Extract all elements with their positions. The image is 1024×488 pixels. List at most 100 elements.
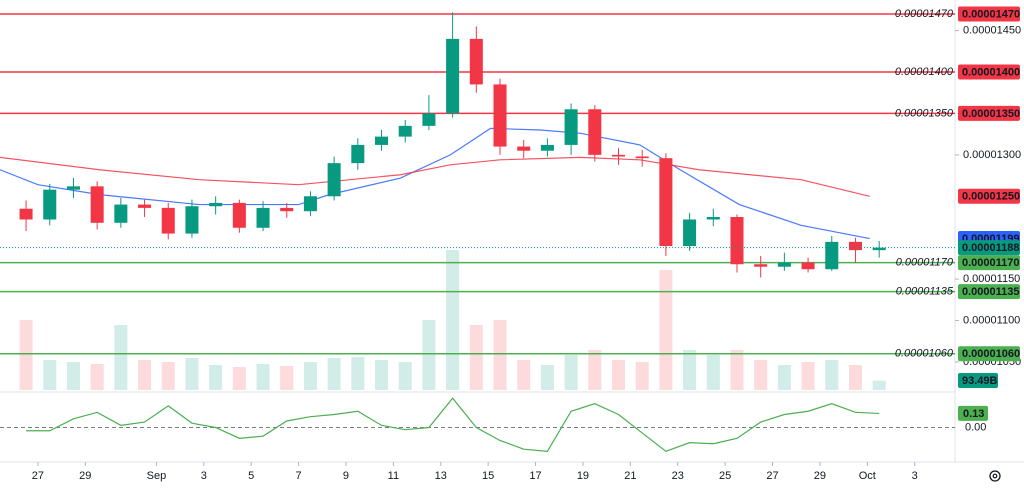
y-tick-label: 0.00001150	[963, 273, 1020, 285]
level-label: 0.00001470	[962, 8, 1020, 20]
volume-bar	[564, 355, 578, 390]
candle-body	[232, 202, 246, 228]
level-label-box	[958, 255, 1020, 271]
volume-bar	[611, 360, 626, 390]
volume-bar	[754, 360, 768, 390]
volume-bar	[209, 365, 223, 390]
volume-bar	[777, 365, 791, 390]
x-tick-label: 3	[201, 470, 207, 482]
level-text: 0.00001350	[895, 107, 954, 119]
volume-bar	[66, 362, 80, 390]
volume-label: 93.49B	[962, 375, 998, 387]
volume-bar	[138, 360, 152, 390]
candle-body	[469, 38, 483, 85]
settings-icon[interactable]	[989, 470, 1001, 482]
level-label: 0.00001060	[962, 348, 1020, 360]
x-tick-label: 5	[248, 470, 254, 482]
candle-body	[446, 38, 460, 114]
volume-bar	[161, 362, 175, 390]
volume-bar	[588, 350, 602, 390]
last-price-label: 0.00001188	[962, 242, 1020, 254]
volume-bar	[706, 355, 720, 390]
volume-bar	[43, 360, 57, 390]
level-label-box	[958, 105, 1020, 121]
moving-average	[0, 156, 870, 197]
x-tick-label: 23	[672, 470, 684, 482]
candle-body	[659, 158, 673, 246]
candle-body	[588, 109, 602, 155]
volume-bar	[351, 357, 365, 390]
candle-body	[706, 216, 720, 220]
volume-bar	[114, 325, 128, 390]
x-tick-label: 11	[388, 470, 399, 482]
candle-body	[848, 241, 862, 251]
y-tick-label: 0.00001100	[963, 314, 1020, 326]
candle-body	[280, 207, 294, 212]
x-tick-label: 3	[912, 470, 918, 482]
volume-bar	[375, 360, 389, 390]
volume-bar	[659, 270, 673, 390]
volume-bar	[848, 365, 862, 390]
candle-body	[327, 163, 341, 197]
volume-bar	[446, 250, 460, 390]
volume-bar	[398, 362, 412, 390]
volume-bar	[185, 358, 199, 390]
level-label-box	[958, 6, 1020, 22]
x-tick-label: 21	[624, 470, 636, 482]
x-tick-label: Oct	[859, 470, 876, 482]
volume-bar	[683, 350, 697, 390]
x-tick-label: 17	[529, 470, 541, 482]
candle-body	[66, 186, 80, 190]
y-tick-label: 0.00001300	[963, 149, 1021, 161]
volume-bar	[801, 362, 815, 390]
level-label-box	[958, 284, 1020, 300]
level-text: 0.00001135	[896, 285, 954, 297]
candle-body	[872, 247, 886, 251]
candle-body	[635, 156, 649, 159]
moving-average	[0, 127, 870, 240]
volume-bar	[19, 320, 33, 390]
level-text: 0.00001470	[895, 8, 954, 20]
x-tick-label: 13	[435, 470, 447, 482]
x-tick-label: 29	[814, 470, 826, 482]
candle-body	[351, 144, 365, 164]
x-tick-label: Sep	[147, 470, 167, 482]
candle-body	[754, 264, 768, 267]
level-label-box	[958, 64, 1020, 80]
volume-bar	[256, 364, 270, 390]
x-tick-label: 9	[343, 470, 349, 482]
y-tick-label: 0.00001450	[963, 24, 1021, 36]
candle-body	[161, 207, 175, 234]
oscillator-label-box	[958, 405, 988, 421]
candle-body	[185, 206, 199, 234]
candle-body	[493, 84, 507, 147]
candle-body	[611, 154, 626, 157]
oscillator-label: 0.13	[963, 408, 984, 420]
candle-body	[90, 186, 104, 223]
x-tick-label: 25	[719, 470, 731, 482]
candle-body	[303, 196, 317, 212]
candle-body	[398, 125, 412, 137]
volume-bar	[422, 320, 436, 390]
candle-body	[564, 109, 578, 145]
volume-bar	[730, 350, 744, 390]
x-tick-label: 19	[577, 470, 589, 482]
volume-bar	[872, 380, 886, 390]
candle-body	[540, 144, 554, 151]
volume-bar	[232, 367, 246, 390]
level-label: 0.00001400	[962, 66, 1020, 78]
candle-body	[517, 146, 531, 151]
level-label-box	[958, 346, 1020, 362]
last-price-label-box	[958, 240, 1020, 256]
x-tick-label: 15	[482, 470, 494, 482]
candle-body	[43, 189, 57, 220]
candle-body	[114, 204, 128, 223]
oscillator-line	[26, 397, 880, 453]
volume-bar	[303, 362, 317, 390]
volume-bar	[90, 364, 104, 390]
candle-body	[825, 241, 839, 270]
oscillator-zero-label: 0.00	[965, 421, 986, 433]
candle-body	[138, 204, 152, 208]
